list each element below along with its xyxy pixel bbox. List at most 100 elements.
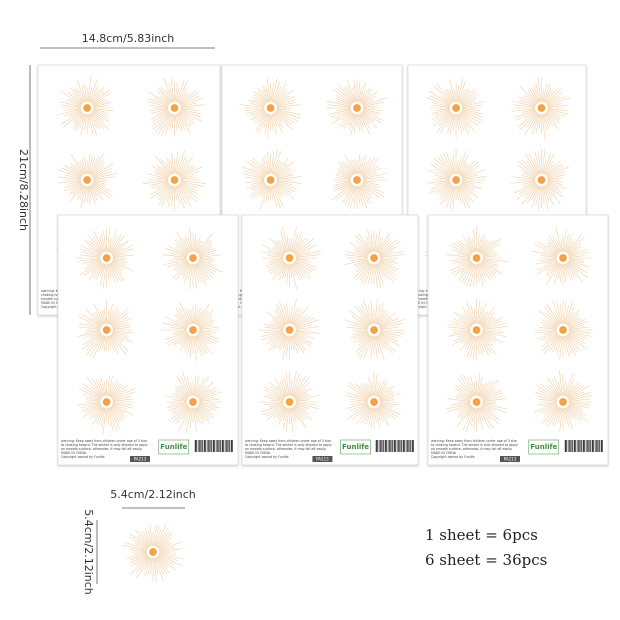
- ray: [357, 81, 361, 102]
- ray: [545, 302, 560, 325]
- ray: [160, 158, 172, 175]
- ray: [164, 113, 173, 136]
- ray: [103, 336, 107, 352]
- ray: [435, 111, 451, 122]
- ray: [159, 553, 184, 560]
- ray: [548, 235, 560, 253]
- ray: [374, 408, 377, 423]
- ray: [477, 408, 484, 430]
- ray: [357, 186, 360, 203]
- ray: [566, 407, 574, 419]
- ray: [379, 251, 394, 257]
- ray: [100, 233, 106, 252]
- ray: [360, 316, 370, 326]
- ray: [462, 181, 482, 190]
- ray: [525, 94, 537, 105]
- sticker-center: [102, 398, 111, 406]
- ray: [250, 181, 265, 185]
- ray: [198, 319, 215, 328]
- ray: [566, 406, 577, 419]
- ray: [78, 388, 101, 400]
- ray: [480, 406, 491, 420]
- ray: [378, 241, 391, 254]
- ray: [155, 557, 164, 574]
- ray: [112, 398, 134, 402]
- ray: [91, 262, 103, 274]
- ray: [478, 263, 486, 284]
- ray: [90, 184, 104, 201]
- ray: [543, 113, 550, 129]
- ray: [276, 180, 302, 184]
- ray: [153, 558, 157, 584]
- ray: [174, 387, 189, 399]
- ray: [546, 163, 563, 177]
- ray: [458, 240, 473, 254]
- ray: [543, 334, 560, 355]
- ray: [158, 555, 174, 566]
- ray: [163, 77, 173, 103]
- ray: [431, 104, 450, 108]
- barcode-bar: [404, 440, 405, 452]
- ray: [462, 104, 482, 108]
- ray: [195, 263, 207, 287]
- ray: [377, 335, 387, 350]
- ray: [178, 239, 190, 254]
- ray: [545, 184, 556, 194]
- sticker-center: [189, 254, 197, 262]
- ray: [447, 403, 471, 413]
- ray: [566, 309, 580, 326]
- barcode-bar: [579, 440, 581, 452]
- ray: [278, 263, 288, 282]
- ray: [539, 383, 559, 399]
- ray: [544, 185, 554, 206]
- barcode-bar: [585, 440, 587, 452]
- ray: [180, 109, 202, 115]
- ray: [511, 100, 536, 107]
- ray: [478, 301, 487, 325]
- ray: [147, 98, 169, 107]
- ray: [479, 311, 486, 325]
- ray: [557, 264, 562, 279]
- quantity-line: 6 sheet = 36pcs: [425, 551, 547, 569]
- ray: [93, 109, 109, 116]
- ray: [267, 255, 284, 258]
- ray: [274, 311, 286, 326]
- ray: [481, 405, 500, 421]
- ray: [457, 80, 466, 103]
- ray: [274, 378, 287, 397]
- ray: [375, 335, 385, 359]
- ray: [265, 85, 270, 102]
- ray: [568, 260, 581, 267]
- ray: [567, 262, 580, 275]
- ray: [91, 317, 102, 327]
- ray: [183, 335, 191, 349]
- ray: [82, 331, 101, 339]
- ray: [199, 396, 214, 401]
- ray: [518, 183, 537, 195]
- barcode-bar: [214, 440, 215, 452]
- ray: [378, 386, 390, 398]
- ray: [455, 384, 472, 399]
- ray: [295, 244, 317, 256]
- ray: [477, 408, 480, 424]
- ray: [434, 174, 450, 179]
- ray: [89, 240, 103, 254]
- ray: [449, 244, 471, 256]
- ray: [180, 334, 190, 346]
- ray: [289, 264, 293, 278]
- ray: [158, 185, 172, 205]
- ray: [569, 326, 589, 330]
- ray: [179, 90, 197, 105]
- ray: [155, 109, 169, 115]
- ray: [547, 261, 559, 271]
- ray: [276, 406, 286, 419]
- ray: [295, 403, 319, 409]
- ray: [64, 174, 81, 179]
- ray: [358, 335, 371, 356]
- ray: [542, 186, 549, 212]
- ray: [101, 310, 106, 324]
- ray: [332, 88, 353, 105]
- ray: [545, 160, 561, 176]
- ray: [510, 180, 536, 184]
- ray: [69, 183, 82, 192]
